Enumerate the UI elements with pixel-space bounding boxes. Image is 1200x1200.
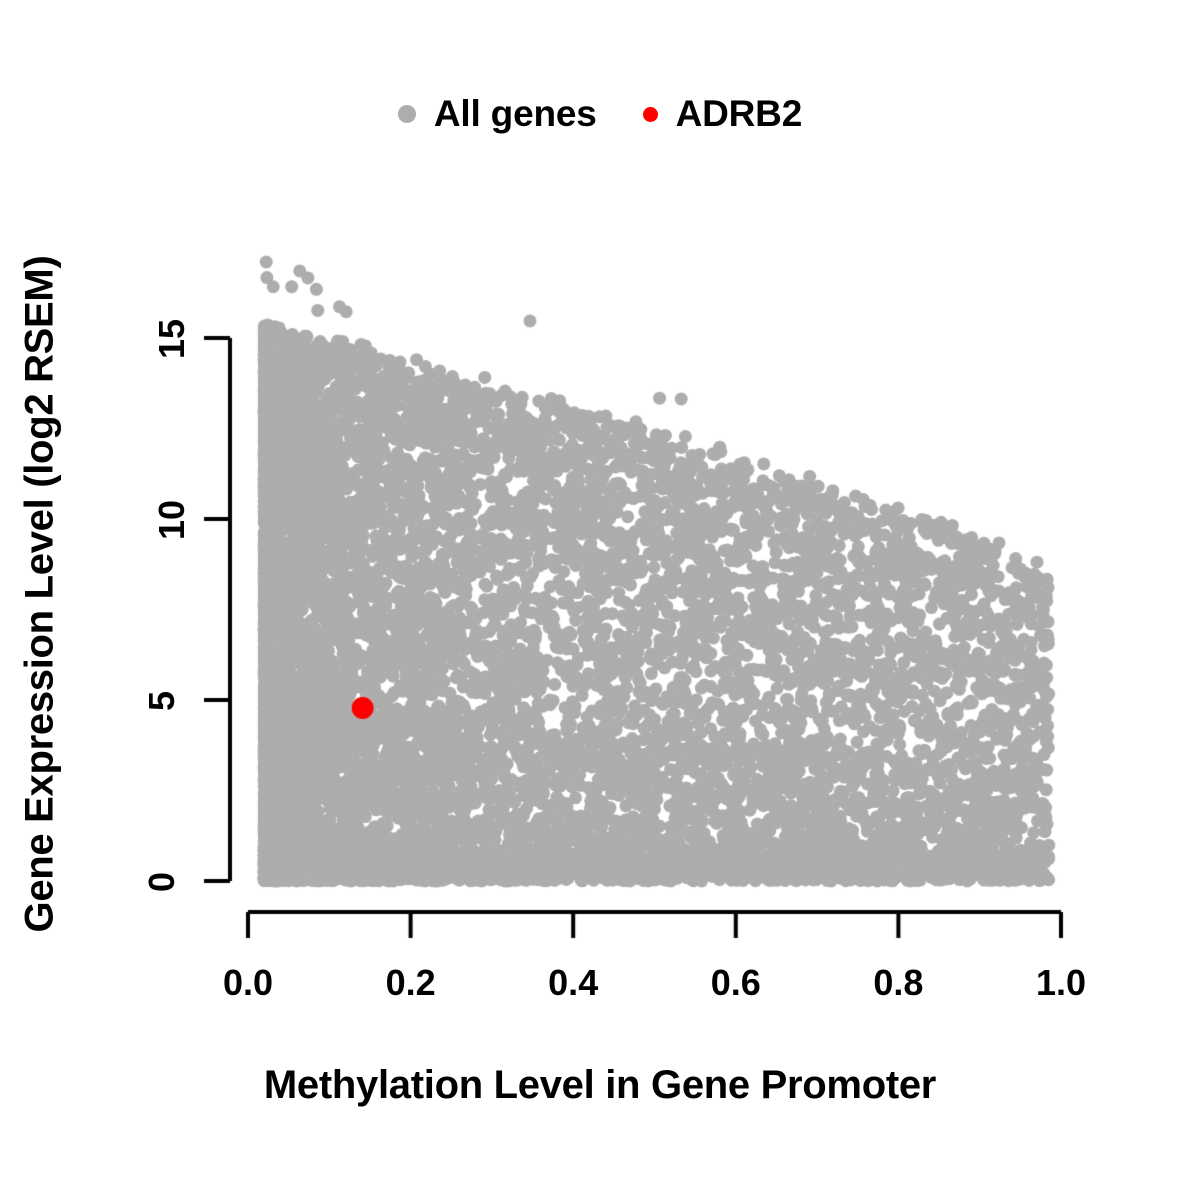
x-tick-label: 1.0	[1035, 962, 1087, 1003]
x-axis-title: Methylation Level in Gene Promoter	[263, 1063, 937, 1107]
x-tick-label: 0.4	[548, 962, 599, 1003]
x-tick-label: 0.2	[385, 962, 436, 1003]
x-tick-label: 0.6	[710, 962, 761, 1003]
y-tick-label: 0	[141, 871, 183, 893]
y-tick-label: 5	[141, 690, 183, 712]
x-tick-label: 0.0	[222, 962, 274, 1003]
y-tick-label: 15	[151, 318, 193, 360]
y-tick-label: 10	[151, 499, 193, 541]
x-tick-label: 0.8	[873, 962, 924, 1003]
